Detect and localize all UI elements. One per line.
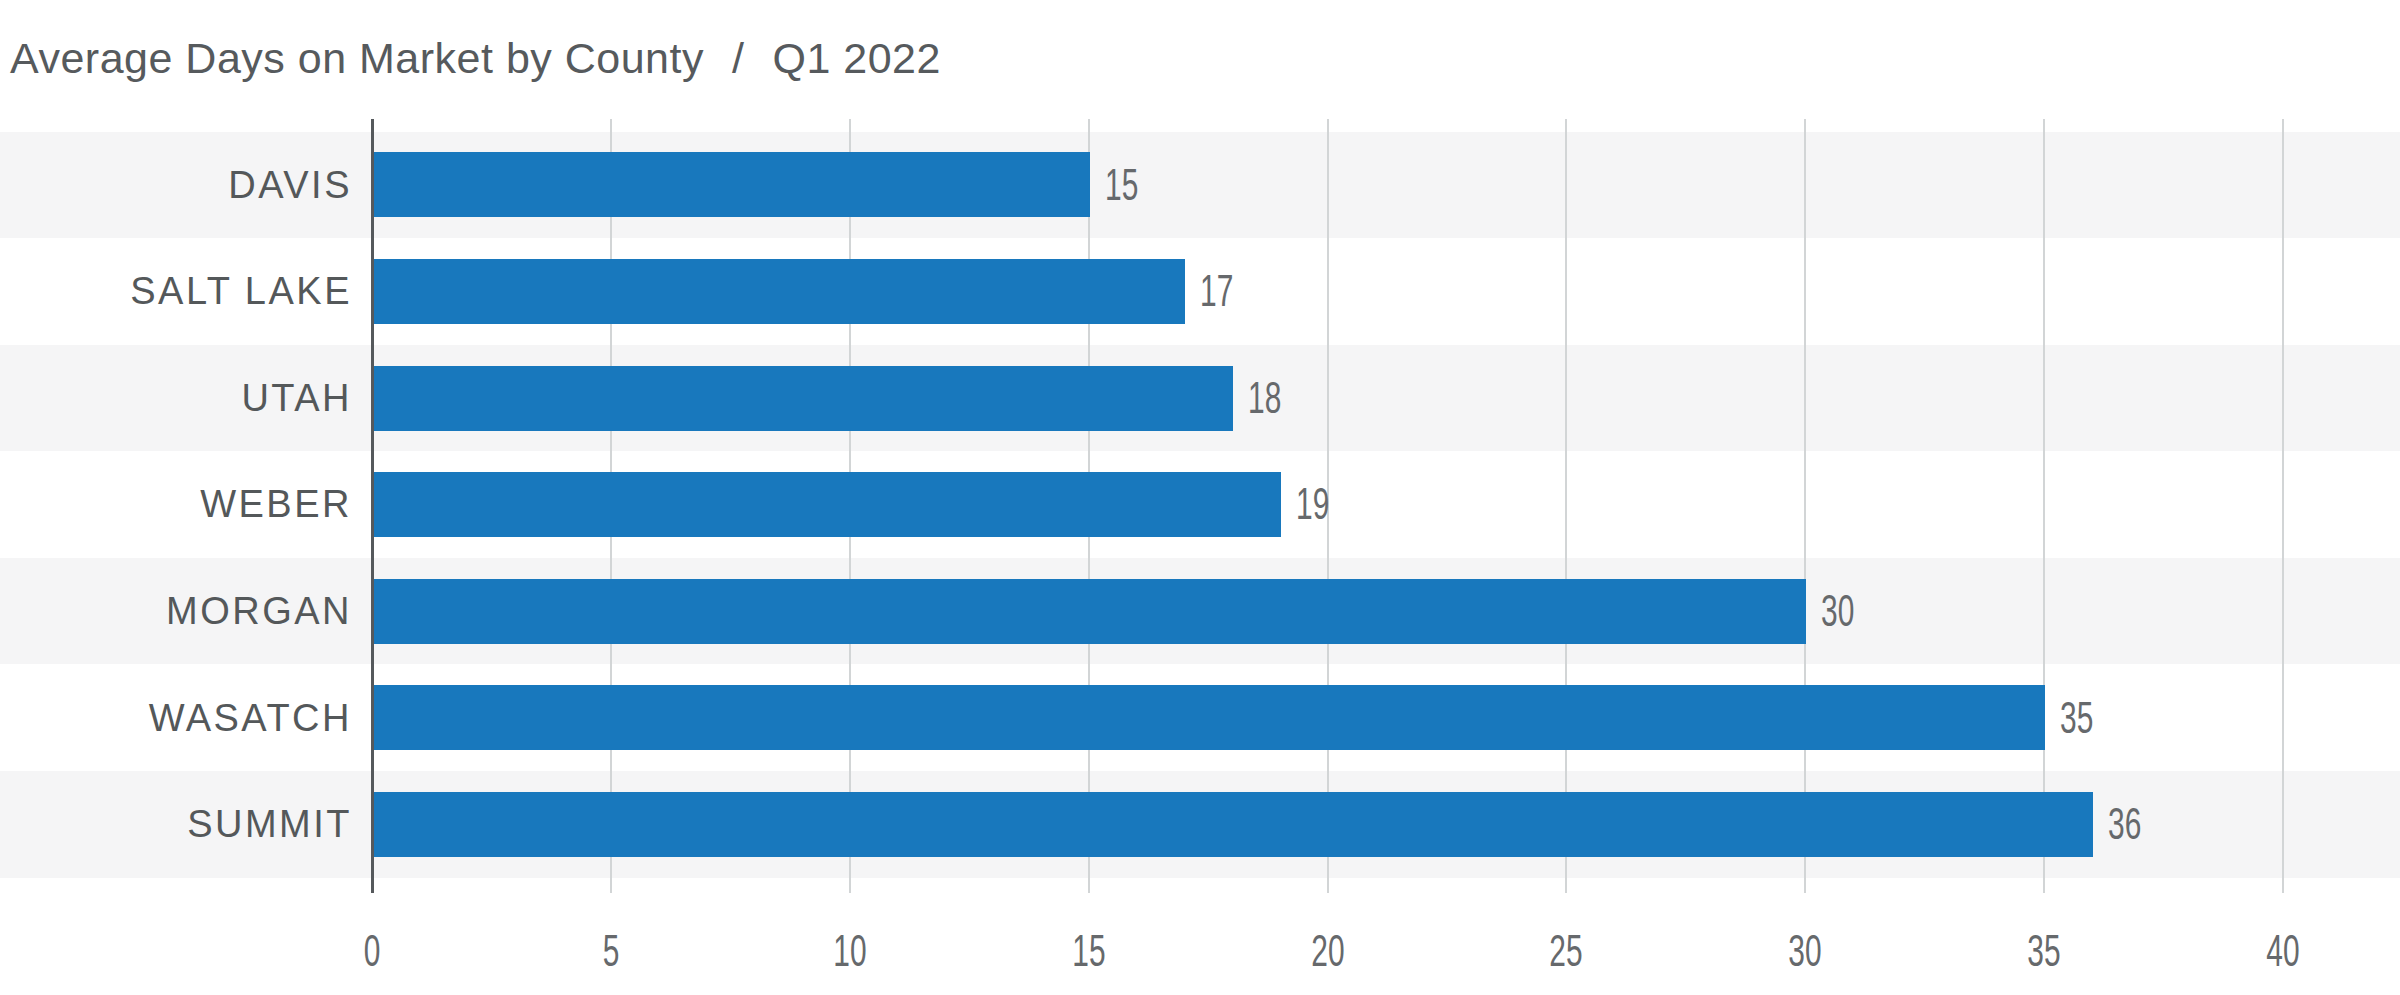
x-tick-label-text: 40 (2266, 926, 2299, 976)
category-label: WASATCH (0, 665, 352, 772)
x-tick-label-text: 0 (364, 926, 381, 976)
x-tick-label-text: 15 (1072, 926, 1105, 976)
value-label-text: 15 (1105, 132, 1138, 239)
value-label: 30 (1821, 558, 1870, 665)
x-tick-label-text: 10 (833, 926, 866, 976)
category-label: UTAH (0, 345, 352, 452)
bar (373, 472, 1281, 537)
row-band (0, 132, 2400, 239)
bar-chart: Average Days on Market by County/Q1 2022… (0, 0, 2400, 995)
category-label: SUMMIT (0, 771, 352, 878)
value-label-text: 18 (1248, 345, 1281, 452)
bar (373, 579, 1806, 644)
value-label: 19 (1296, 451, 1345, 558)
gridline (2282, 119, 2284, 893)
x-tick-label: 35 (2020, 926, 2069, 976)
category-label: MORGAN (0, 558, 352, 665)
x-tick-label: 15 (1064, 926, 1113, 976)
category-label: DAVIS (0, 132, 352, 239)
value-label-text: 30 (1821, 558, 1854, 665)
plot-area: DAVIS 15 SALT LAKE 17 UTAH 18 WEBER 19 MORGAN 30 W… (0, 0, 2400, 995)
x-tick-label: 0 (360, 926, 384, 976)
value-label: 36 (2108, 771, 2157, 878)
category-label: WEBER (0, 451, 352, 558)
bar (373, 366, 1233, 431)
value-label: 15 (1105, 132, 1154, 239)
gridline (2043, 119, 2045, 893)
value-label: 18 (1248, 345, 1297, 452)
bar (373, 259, 1185, 324)
x-tick-label: 10 (825, 926, 874, 976)
value-label-text: 19 (1296, 451, 1329, 558)
gridline (1804, 119, 1806, 893)
bar (373, 152, 1090, 217)
x-tick-label-text: 5 (603, 926, 620, 976)
value-label-text: 36 (2108, 771, 2141, 878)
bar (373, 792, 2093, 857)
value-label: 35 (2060, 665, 2109, 772)
x-tick-label-text: 25 (1550, 926, 1583, 976)
x-tick-label: 5 (599, 926, 623, 976)
value-label-text: 17 (1200, 238, 1233, 345)
y-axis-line (371, 119, 374, 893)
category-label: SALT LAKE (0, 238, 352, 345)
value-label: 17 (1200, 238, 1249, 345)
x-tick-label: 40 (2259, 926, 2308, 976)
bar (373, 685, 2045, 750)
x-tick-label: 25 (1542, 926, 1591, 976)
x-tick-label-text: 30 (1789, 926, 1822, 976)
x-tick-label-text: 20 (1311, 926, 1344, 976)
x-tick-label: 20 (1303, 926, 1352, 976)
x-tick-label-text: 35 (2027, 926, 2060, 976)
gridline (1565, 119, 1567, 893)
x-tick-label: 30 (1781, 926, 1830, 976)
value-label-text: 35 (2060, 665, 2093, 772)
